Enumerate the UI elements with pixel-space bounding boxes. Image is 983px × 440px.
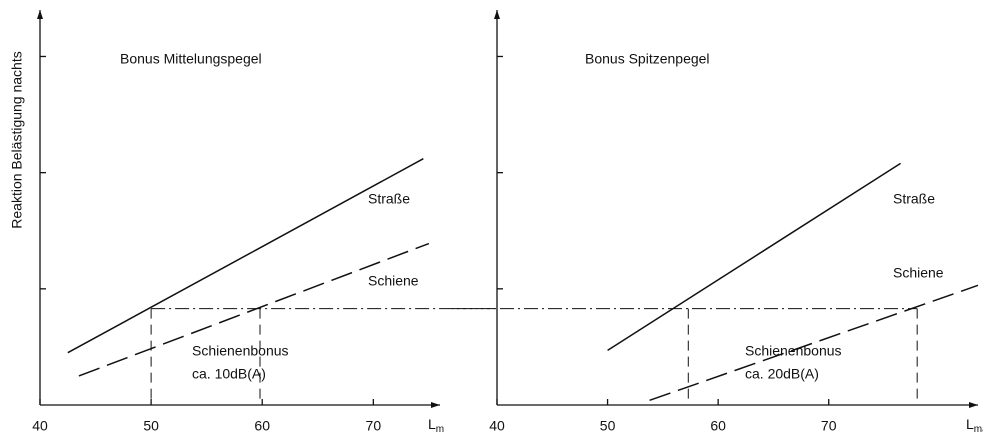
x-tick-label: 50 bbox=[600, 418, 616, 434]
x-tick-label: 40 bbox=[489, 418, 505, 434]
annotation: Schienenbonus bbox=[192, 343, 289, 359]
x-axis-label: Lmax bbox=[966, 416, 983, 435]
series-label: Schiene bbox=[368, 273, 419, 289]
x-axis-label-sub: max bbox=[974, 424, 983, 435]
series-line bbox=[67, 158, 424, 354]
x-axis-label-sub: m bbox=[436, 424, 444, 435]
x-tick-label: 60 bbox=[254, 418, 270, 434]
chart-title: Bonus Spitzenpegel bbox=[585, 51, 710, 67]
x-tick-label: 40 bbox=[32, 418, 48, 434]
annotation: ca. 20dB(A) bbox=[745, 366, 819, 382]
series-line bbox=[607, 162, 902, 352]
annotation: Schienenbonus bbox=[745, 343, 842, 359]
x-tick-label: 70 bbox=[821, 418, 837, 434]
y-axis-arrow bbox=[494, 10, 500, 19]
chart-title: Bonus Mittelungspegel bbox=[120, 51, 262, 67]
x-tick-label: 50 bbox=[143, 418, 159, 434]
series-label: Straße bbox=[893, 191, 935, 207]
x-tick-label: 70 bbox=[366, 418, 382, 434]
x-tick-label: 60 bbox=[710, 418, 726, 434]
series-label: Straße bbox=[368, 191, 410, 207]
series-line bbox=[78, 242, 430, 377]
x-axis-arrow bbox=[969, 402, 978, 408]
series-line bbox=[649, 284, 979, 402]
x-axis-label-main: L bbox=[428, 416, 436, 432]
x-axis-label-main: L bbox=[966, 416, 974, 432]
x-axis-arrow bbox=[431, 402, 440, 408]
y-axis-arrow bbox=[37, 10, 43, 19]
y-axis-label: Reaktion Belästigung nachts bbox=[9, 51, 25, 228]
series-label: Schiene bbox=[893, 265, 944, 281]
x-axis-label: Lm bbox=[428, 416, 444, 435]
annotation: ca. 10dB(A) bbox=[192, 366, 266, 382]
